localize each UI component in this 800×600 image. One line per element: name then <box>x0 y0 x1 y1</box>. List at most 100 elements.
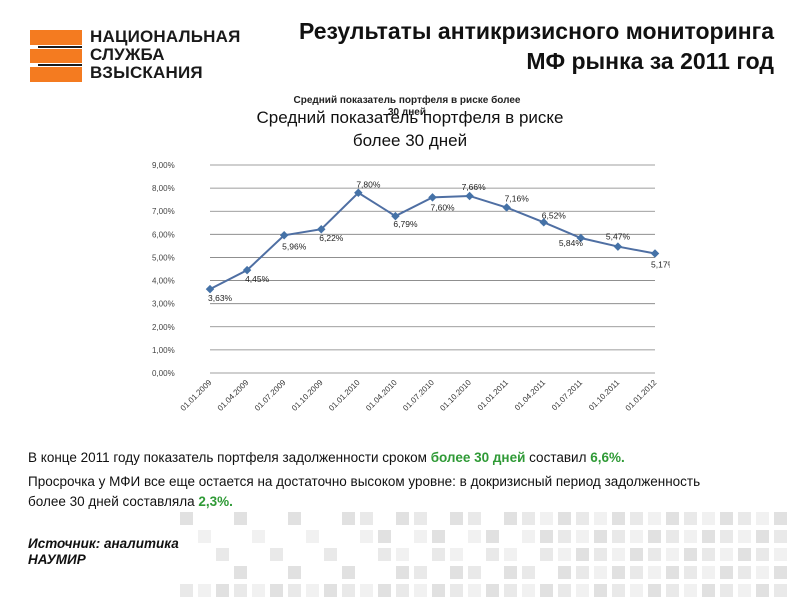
summary-highlight: 6,6%. <box>590 450 625 465</box>
decorative-square <box>540 584 553 597</box>
decorative-square <box>432 584 445 597</box>
y-tick-label: 7,00% <box>152 207 175 216</box>
decorative-square <box>774 530 787 543</box>
decorative-square <box>594 566 607 579</box>
data-label: 7,80% <box>356 180 381 190</box>
decorative-square <box>378 530 391 543</box>
data-point <box>391 211 400 221</box>
y-tick-label: 2,00% <box>152 323 175 332</box>
data-label: 5,47% <box>606 232 631 242</box>
decorative-square <box>504 566 517 579</box>
decorative-square <box>558 548 571 561</box>
page-title-line: Результаты антикризисного мониторинга <box>298 18 774 44</box>
decorative-square <box>396 566 409 579</box>
decorative-square <box>414 530 427 543</box>
decorative-square <box>702 584 715 597</box>
decorative-square <box>774 512 787 525</box>
x-tick-label: 01.10.2010 <box>438 378 473 413</box>
x-tick-label: 01.07.2010 <box>401 378 436 413</box>
decorative-square <box>648 584 661 597</box>
data-label: 5,17% <box>651 260 670 270</box>
logo-line: НАЦИОНАЛЬНАЯ <box>90 27 241 46</box>
data-label: 4,45% <box>245 274 270 284</box>
decorative-squares <box>180 512 787 597</box>
y-tick-label: 3,00% <box>152 300 175 309</box>
decorative-square <box>720 512 733 525</box>
decorative-square <box>702 548 715 561</box>
decorative-square <box>342 512 355 525</box>
y-tick-label: 0,00% <box>152 369 175 378</box>
decorative-square <box>504 548 517 561</box>
decorative-square <box>396 584 409 597</box>
decorative-square <box>450 512 463 525</box>
decorative-square <box>216 548 229 561</box>
decorative-square <box>234 512 247 525</box>
decorative-square <box>648 548 661 561</box>
decorative-square <box>180 584 193 597</box>
decorative-square <box>630 548 643 561</box>
decorative-square <box>504 584 517 597</box>
decorative-square <box>738 548 751 561</box>
y-tick-label: 8,00% <box>152 184 175 193</box>
decorative-square <box>576 548 589 561</box>
decorative-square <box>612 566 625 579</box>
logo-line: СЛУЖБА <box>90 45 165 64</box>
decorative-square <box>234 566 247 579</box>
decorative-square <box>684 530 697 543</box>
data-point <box>650 249 660 258</box>
decorative-square <box>702 512 715 525</box>
summary-highlight: более 30 дней <box>430 450 526 465</box>
decorative-square <box>666 548 679 561</box>
decorative-square <box>468 566 481 579</box>
x-tick-label: 01.10.2009 <box>290 378 325 413</box>
decorative-square <box>648 512 661 525</box>
data-point <box>465 191 474 201</box>
logo-mark-icon <box>30 30 82 82</box>
decorative-square <box>702 566 715 579</box>
decorative-square <box>756 584 769 597</box>
data-label: 5,96% <box>282 241 307 251</box>
data-label: 6,22% <box>319 233 344 243</box>
decorative-square <box>720 566 733 579</box>
decorative-square <box>360 530 373 543</box>
data-label: 5,84% <box>559 238 584 248</box>
summary-paragraph: В конце 2011 году показатель портфеля за… <box>28 448 728 468</box>
decorative-square <box>756 512 769 525</box>
summary-text-part: В конце 2011 году показатель портфеля за… <box>28 450 431 465</box>
logo-text: НАЦИОНАЛЬНАЯ СЛУЖБА ВЗЫСКАНИЯ <box>90 28 241 82</box>
decorative-square <box>450 548 463 561</box>
decorative-square <box>558 512 571 525</box>
decorative-square <box>306 530 319 543</box>
decorative-square <box>270 584 283 597</box>
decorative-square <box>540 548 553 561</box>
data-point <box>317 225 326 234</box>
x-tick-label: 01.01.2011 <box>476 378 511 413</box>
line-chart: 0,00% 1,00% 2,00% 3,00% 4,00% 5,00% 6,00% 7,00%… <box>152 161 670 413</box>
summary-paragraph: Просрочка у МФИ все еще остается на дост… <box>28 472 728 512</box>
decorative-square <box>666 530 679 543</box>
decorative-square <box>324 584 337 597</box>
decorative-square <box>684 548 697 561</box>
decorative-square <box>576 566 589 579</box>
x-tick-label: 01.04.2009 <box>216 378 251 413</box>
decorative-square <box>648 566 661 579</box>
decorative-square <box>522 566 535 579</box>
decorative-square <box>612 548 625 561</box>
decorative-square <box>288 512 301 525</box>
decorative-square <box>486 530 499 543</box>
decorative-square <box>648 530 661 543</box>
decorative-square <box>252 584 265 597</box>
decorative-square <box>702 530 715 543</box>
decorative-square <box>432 548 445 561</box>
y-tick-label: 4,00% <box>152 277 175 286</box>
decorative-square <box>558 530 571 543</box>
data-label: 6,79% <box>393 219 418 229</box>
decorative-square <box>666 566 679 579</box>
decorative-square <box>756 530 769 543</box>
decorative-square <box>720 548 733 561</box>
chart-title-small: Средний показатель портфеля в риске боле… <box>293 95 521 118</box>
decorative-square <box>486 584 499 597</box>
decorative-square <box>522 584 535 597</box>
chart-title: Средний показатель портфеля в риске боле… <box>200 106 620 152</box>
decorative-square <box>594 584 607 597</box>
